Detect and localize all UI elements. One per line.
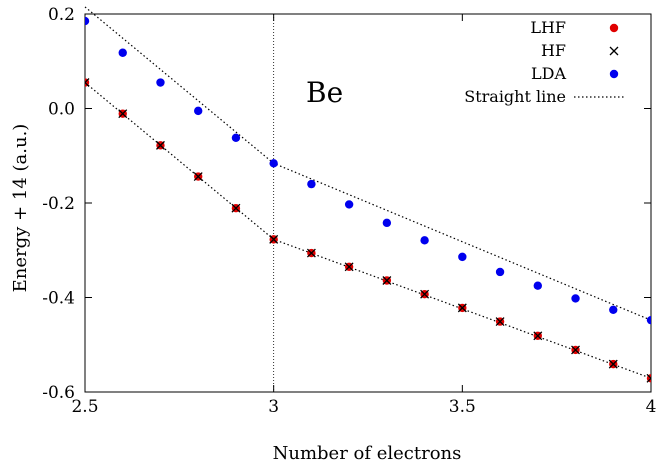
x-tick-label: 3.5 — [449, 397, 476, 417]
legend-marker — [609, 69, 619, 79]
hf-point — [382, 276, 392, 285]
lda-point — [85, 16, 90, 26]
y-tick-label: -0.6 — [42, 383, 75, 403]
x-tick-label: 2.5 — [71, 397, 98, 417]
legend-label: LHF — [530, 18, 566, 37]
markers-layer — [85, 16, 651, 383]
element-annotation: Be — [306, 76, 343, 109]
lda-point — [307, 179, 316, 189]
y-tick-label: 0.2 — [48, 5, 75, 25]
lda-point — [269, 159, 278, 168]
legend-label: HF — [541, 41, 566, 60]
hf-point — [306, 248, 316, 258]
hf-point — [344, 262, 354, 272]
y-tick-label: 0.0 — [48, 100, 75, 120]
hf-point — [608, 359, 618, 369]
lda-point — [609, 305, 618, 314]
straight-line-series — [84, 6, 652, 321]
y-axis-title: Energy + 14 (a.u.) — [10, 124, 31, 293]
legend-label: LDA — [531, 64, 566, 83]
lda-point — [533, 281, 542, 290]
lda-point — [344, 200, 354, 209]
hf-point — [646, 373, 651, 383]
legend-marker — [609, 46, 619, 56]
lda-point — [571, 294, 580, 303]
plot-frame — [84, 13, 652, 393]
legend-marker — [609, 23, 619, 33]
lda-point — [118, 48, 127, 57]
lda-point — [646, 315, 651, 325]
hf-point — [156, 140, 165, 150]
hf-point — [571, 345, 580, 355]
straight-line-series — [84, 82, 652, 379]
hf-point — [231, 203, 241, 213]
x-axis-title: Number of electrons — [273, 443, 462, 462]
hf-point — [85, 78, 90, 87]
lda-point — [231, 133, 241, 142]
plot-area: 2.5 3 3.5 4 0.2 0.0 -0.2 -0.4 -0.6 LHF HF LDA Straig… — [42, 5, 656, 417]
x-tick-label: 4 — [646, 397, 657, 417]
x-tick-label: 3 — [268, 397, 279, 417]
lhf-point — [85, 78, 90, 87]
lda-point — [495, 267, 505, 277]
hf-point — [269, 234, 279, 244]
y-tick-label: -0.2 — [42, 194, 75, 214]
hf-point — [495, 317, 505, 327]
lda-point — [458, 252, 467, 262]
lda-point — [156, 78, 165, 87]
legend-label: Straight line — [464, 87, 566, 106]
hf-point — [193, 172, 203, 181]
lhf-point — [646, 374, 651, 383]
hf-point — [420, 289, 430, 299]
y-tick-label: -0.4 — [42, 289, 75, 309]
lda-point — [194, 106, 203, 116]
hf-point — [457, 303, 467, 313]
hf-point — [533, 331, 543, 341]
lda-point — [420, 236, 429, 245]
hf-point — [118, 109, 128, 119]
lda-point — [382, 218, 392, 228]
